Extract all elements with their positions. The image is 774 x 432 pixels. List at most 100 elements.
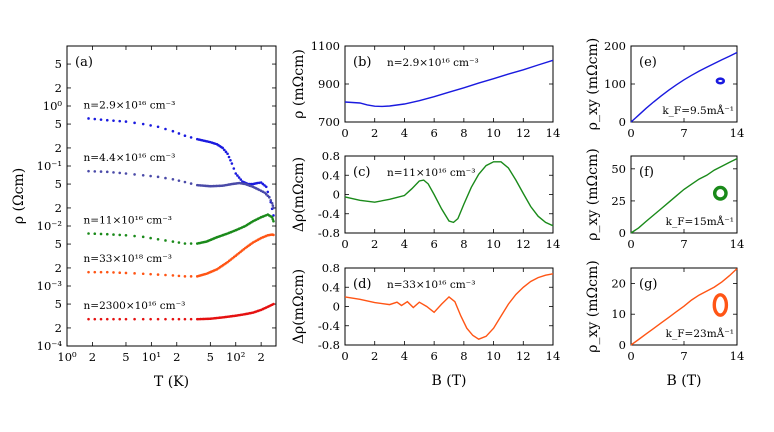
x-tick-label: 7 [680,349,687,363]
data-point [149,317,152,321]
y-axis-label: ρ_xy (mΩcm) [585,148,601,240]
x-tick-label: 14 [546,237,561,251]
y-tick-label: 10⁻⁴ [37,339,63,353]
y-tick-label: 0 [619,115,626,129]
data-point [261,182,265,186]
y-tick-label: 5 [55,297,62,311]
data-point [268,196,271,199]
data-point [118,317,122,321]
y-tick-label: 50 [611,162,626,176]
x-tick-label: 12 [516,126,531,140]
series-label: n=2.9×10¹⁶ cm⁻³ [84,99,176,111]
data-point [266,190,270,194]
data-point [141,122,145,126]
data-point [124,271,128,275]
data-point [133,121,136,125]
density-annotation: n=11×10¹⁶ cm⁻³ [387,167,475,179]
data-point [257,181,261,185]
data-point [230,162,234,165]
data-point [105,317,109,321]
data-point [263,191,266,194]
data-point [270,201,274,205]
data-point [112,119,115,122]
y-tick-label: 0.8 [322,149,340,163]
y-tick-label: 0.4 [322,168,340,182]
data-point [105,232,109,236]
data-point [183,275,187,278]
data-point [149,272,152,276]
x-tick-label: 6 [430,126,437,140]
data-point [272,206,275,210]
data-point [105,118,109,122]
series-2 [87,213,275,245]
x-tick-label: 2 [257,350,264,364]
panel-g: 0 7 14 0 10 20 (g) k_F=23mÅ⁻¹ ρ_xy (mΩcm) [585,260,744,363]
x-tick-label: 14 [546,126,561,140]
data-point [133,317,136,321]
x-tick-label: 0 [627,237,634,251]
data-point [227,155,231,159]
data-point [124,120,128,123]
series-label: n=33×10¹⁸ cm⁻³ [84,253,172,265]
data-point [99,170,103,173]
y-tick-label: 10⁻² [37,219,62,233]
y-tick-label: 700 [318,115,340,129]
data-point [171,240,175,243]
data-point [229,158,232,162]
x-tick-label: 7 [680,126,687,140]
y-tick-label: 900 [318,77,340,91]
data-point [271,204,275,207]
data-point [164,176,167,180]
x-tick-label: 0 [341,237,348,251]
x-tick-label: 14 [730,349,745,363]
data-point [189,317,193,321]
data-point [87,270,90,274]
x-tick-label: 10² [226,350,245,364]
series-line [344,59,554,108]
data-point [87,169,90,173]
series-0 [87,117,275,217]
panel-label: (f) [639,165,654,180]
data-point [93,317,97,321]
fermi-wavevector-label: k_F=9.5mÅ⁻¹ [662,103,734,117]
data-point [171,129,175,133]
data-point [93,232,97,236]
data-point [239,178,243,181]
x-tick-label: 0 [341,349,348,363]
panel-d: 0 2 4 6 8 10 12 14 -0.8 -0.4 0 0.4 0.8 (d) n=33×10¹⁶ c… [291,261,560,363]
series-line [630,268,738,346]
data-point [118,171,122,175]
x-tick-label: 8 [460,237,467,251]
data-point [259,181,263,184]
y-tick-label: 2 [55,81,62,95]
data-point [112,171,115,174]
y-tick-label: 5 [55,117,62,131]
y-axis-label: Δρ(mΩcm) [291,269,307,344]
x-tick-label: 2 [371,237,378,251]
data-point [118,271,122,274]
data-point [272,214,275,217]
x-axis-label: T (K) [154,374,189,390]
data-point [223,148,226,152]
data-point [177,179,181,182]
y-tick-label: 5 [55,57,62,71]
data-point [124,317,128,321]
series-line [344,273,554,340]
data-point [224,150,228,154]
y-tick-label: 10⁻³ [37,279,63,293]
data-point [99,118,103,121]
data-point [112,317,115,321]
x-tick-label: 10¹ [142,350,161,364]
panel-e: 0 7 14 0 100 200 (e) k_F=9.5mÅ⁻¹ ρ_xy (mΩcm) [585,38,744,140]
y-tick-label: 0 [333,300,340,314]
data-point [156,175,160,179]
y-tick-label: 200 [604,39,626,53]
x-tick-label: 6 [430,237,437,251]
x-tick-label: 10 [486,349,501,363]
y-tick-label: -0.4 [318,319,340,333]
plot-frame [66,45,277,347]
data-point [269,198,273,202]
x-tick-label: 12 [516,237,531,251]
y-tick-label: 0.8 [322,261,340,275]
